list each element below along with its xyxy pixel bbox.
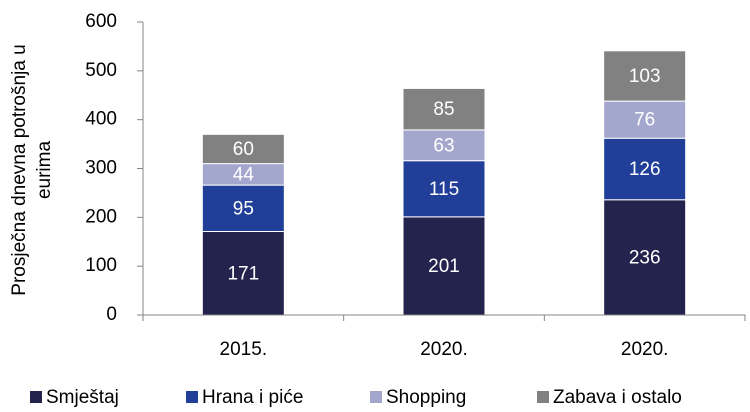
bar-segment — [603, 199, 687, 316]
value-label: 76 — [634, 110, 655, 131]
legend-label: Zabava i ostalo — [553, 387, 682, 408]
bar-segment — [402, 216, 486, 316]
bar-segment — [201, 133, 285, 165]
bar-segment — [201, 184, 285, 232]
bar-segment — [201, 230, 285, 316]
y-tick-label: 0 — [106, 304, 117, 325]
y-tick-label: 300 — [85, 158, 117, 179]
x-tick-label: 2015. — [220, 339, 268, 360]
legend-swatch — [537, 391, 549, 403]
value-label: 95 — [233, 198, 254, 219]
bar-segment — [603, 137, 687, 201]
x-tick-label: 2020. — [420, 339, 468, 360]
value-label: 63 — [433, 135, 454, 156]
value-label: 171 — [227, 263, 259, 284]
value-label: 44 — [233, 164, 255, 185]
y-tick-label: 400 — [85, 109, 117, 130]
legend-swatch — [370, 391, 382, 403]
value-label: 126 — [629, 159, 661, 180]
x-tick-label: 2020. — [621, 339, 669, 360]
legend-swatch — [30, 391, 42, 403]
bar-segment — [402, 87, 486, 131]
bar-segment — [603, 50, 687, 102]
y-tick-label: 200 — [85, 206, 117, 227]
y-tick-label: 100 — [85, 255, 117, 276]
legend-label: Smještaj — [46, 387, 119, 408]
legend-label: Shopping — [386, 387, 466, 408]
value-label: 85 — [433, 99, 454, 120]
value-label: 201 — [428, 256, 460, 277]
value-label: 60 — [233, 139, 254, 160]
y-axis-label: eurima — [34, 141, 55, 200]
value-label: 236 — [629, 247, 661, 268]
y-tick-label: 500 — [85, 60, 117, 81]
y-axis-label: Prosječna dnevna potrošnja u — [9, 44, 30, 295]
bar-segment — [603, 100, 687, 139]
legend-label: Hrana i piće — [202, 387, 303, 408]
value-label: 103 — [629, 66, 661, 87]
y-tick-label: 600 — [85, 11, 117, 32]
value-label: 115 — [429, 179, 459, 200]
legend-swatch — [186, 391, 198, 403]
bar-segment — [402, 160, 486, 218]
